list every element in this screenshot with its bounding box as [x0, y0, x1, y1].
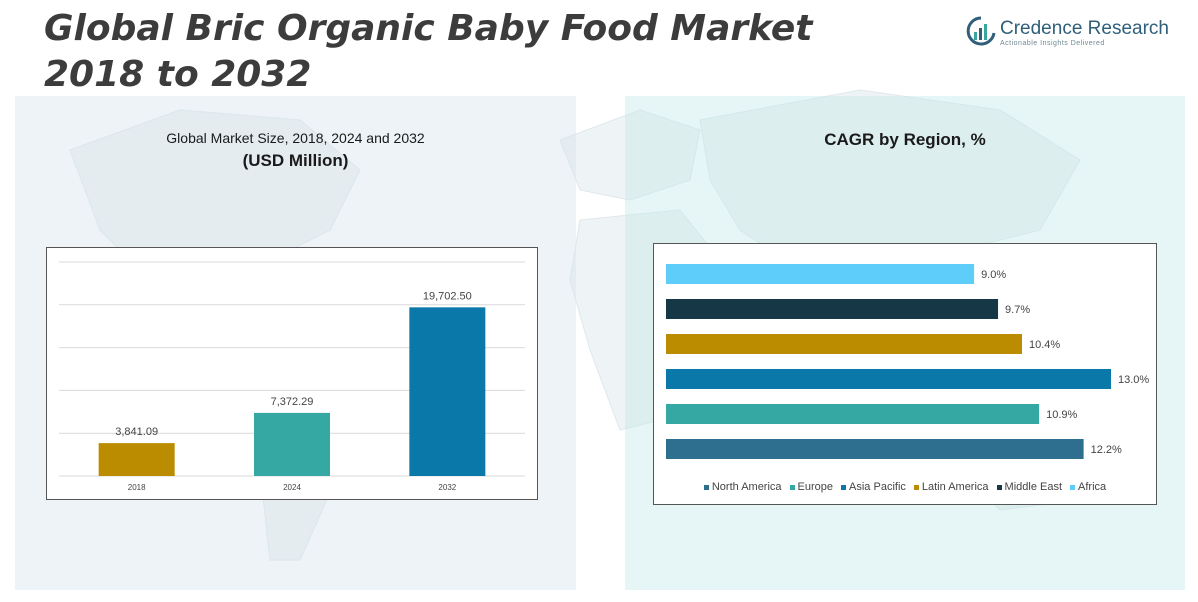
bar-value-label: 9.7%	[1005, 304, 1030, 316]
legend-item: Latin America	[913, 481, 989, 493]
legend-label: Africa	[1078, 481, 1107, 493]
x-tick-label: 2032	[438, 483, 456, 492]
bar-value-label: 7,372.29	[271, 396, 314, 408]
bar-africa	[666, 264, 975, 284]
chart-legend: North America Europe Asia Pacific Latin Ame…	[654, 481, 1156, 493]
bar-value-label: 13.0%	[1118, 374, 1149, 386]
logo-tagline: Actionable Insights Delivered	[1000, 40, 1105, 47]
legend-swatch	[1070, 484, 1076, 490]
legend-item: Middle East	[996, 481, 1063, 493]
cagr-chart: 9.0% 9.7% 10.4% 13.0% 10.9% 12.2% North Ameri…	[653, 243, 1157, 505]
title-line-1: Global Bric Organic Baby Food Market	[44, 8, 813, 49]
legend-item: Europe	[789, 481, 834, 493]
bar-europe	[666, 404, 1040, 424]
legend-swatch	[996, 484, 1002, 490]
market-size-unit: (USD Million)	[242, 151, 349, 170]
bar-2024	[254, 412, 330, 476]
bar-asia-pacific	[666, 369, 1111, 389]
legend-item: North America	[703, 481, 782, 493]
legend-label: Asia Pacific	[849, 481, 906, 493]
logo-mark-icon	[966, 16, 996, 46]
bar-2032	[409, 307, 486, 476]
market-size-subtitle: Global Market Size, 2018, 2024 and 2032	[166, 130, 425, 146]
legend-label: Latin America	[921, 481, 989, 493]
bar-value-label: 19,702.50	[423, 290, 472, 302]
bar-north-america	[666, 439, 1084, 459]
legend-swatch	[913, 484, 919, 490]
bar-middle-east	[666, 299, 999, 319]
title-line-2: 2018 to 2032	[44, 54, 312, 95]
legend-label: Europe	[797, 481, 834, 493]
bar-value-label: 9.0%	[981, 269, 1006, 281]
bar-value-label: 10.4%	[1029, 339, 1060, 351]
bar-value-label: 12.2%	[1091, 444, 1122, 456]
legend-swatch	[789, 484, 795, 490]
cagr-title: CAGR by Region, %	[824, 130, 986, 149]
logo-name: Credence Research	[1000, 18, 1169, 39]
bar-value-label: 10.9%	[1046, 409, 1077, 421]
legend-swatch	[703, 484, 709, 490]
legend-item: Africa	[1070, 481, 1106, 493]
legend-swatch	[841, 484, 847, 490]
x-tick-label: 2018	[128, 483, 146, 492]
company-logo: Credence Research Actionable Insights De…	[966, 16, 1169, 52]
legend-label: North America	[711, 481, 782, 493]
bar-2018	[98, 443, 175, 476]
x-tick-label: 2024	[283, 483, 301, 492]
bar-value-label: 3,841.09	[115, 426, 158, 438]
market-size-bar-chart: 3,841.09 2018 7,372.29 2024 19,702.50 2032	[59, 261, 525, 492]
market-size-chart: 3,841.09 2018 7,372.29 2024 19,702.50 2032	[46, 247, 538, 500]
bar-latin-america	[666, 334, 1022, 354]
legend-label: Middle East	[1004, 481, 1063, 493]
page-title: Global Bric Organic Baby Food Market 201…	[44, 6, 824, 98]
cagr-horizontal-bar-chart: 9.0% 9.7% 10.4% 13.0% 10.9% 12.2%	[666, 264, 1149, 459]
legend-item: Asia Pacific	[841, 481, 906, 493]
